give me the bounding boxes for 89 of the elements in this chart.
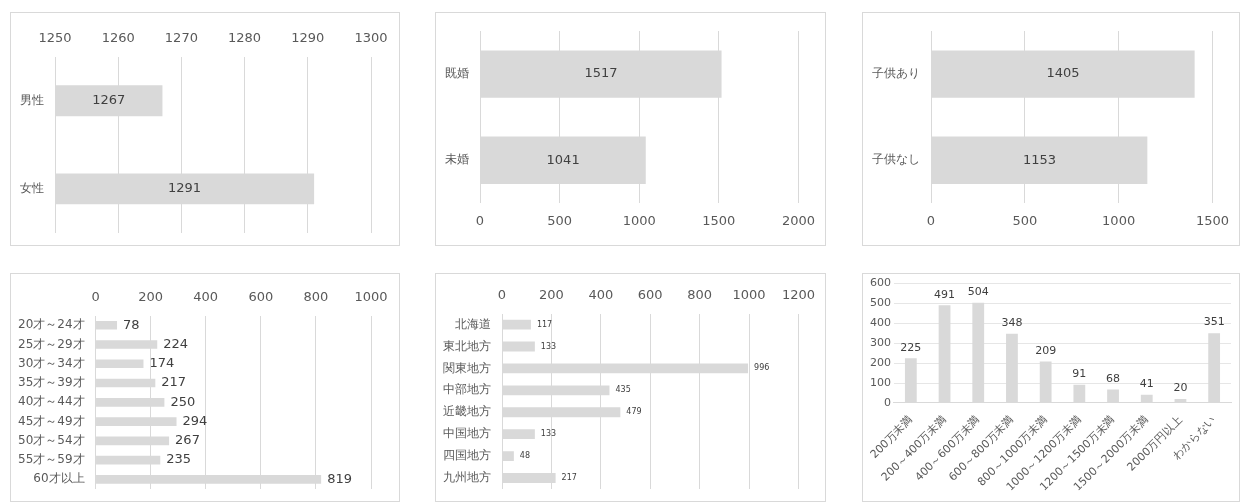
- data-label: 250: [170, 393, 196, 409]
- data-label: 491: [934, 287, 956, 301]
- data-label: 224: [163, 335, 189, 351]
- data-label: 1267: [92, 92, 126, 108]
- data-label: 217: [561, 473, 577, 483]
- y-tick-label: 中国地方: [443, 426, 491, 441]
- x-tick-label: 2000: [781, 212, 815, 228]
- y-tick-label: 中部地方: [443, 382, 491, 397]
- y-tick-label: 20才～24才: [17, 317, 85, 332]
- x-tick-label: 1250: [38, 30, 72, 46]
- x-tick-label: 200: [138, 289, 164, 305]
- data-label: 1153: [1022, 151, 1056, 167]
- x-tick-label: 1000: [622, 212, 656, 228]
- y-tick-label: 北海道: [455, 316, 491, 331]
- data-label: 348: [1001, 316, 1023, 330]
- data-label: 819: [327, 470, 352, 486]
- x-tick-label: 1280: [228, 30, 262, 46]
- y-tick-label: 女性: [20, 181, 44, 196]
- x-tick-label: 200: [539, 287, 564, 303]
- y-tick-label: 40才～44才: [17, 394, 85, 409]
- x-tick-label: 0: [91, 289, 100, 305]
- y-tick-label: 100: [870, 375, 891, 389]
- data-label: 174: [149, 355, 175, 371]
- x-tick-label: 500: [547, 212, 573, 228]
- data-label: 20: [1173, 381, 1188, 395]
- x-tick-label: 800: [303, 289, 329, 305]
- data-label: 225: [900, 340, 922, 354]
- data-label: 68: [1106, 371, 1121, 385]
- y-tick-label: 男性: [20, 92, 44, 107]
- data-label: 1405: [1046, 65, 1080, 81]
- data-label: 1517: [584, 65, 618, 81]
- x-tick-label: 0: [926, 212, 936, 228]
- y-tick-label: 25才～29才: [17, 336, 85, 351]
- x-tick-label: 1000: [354, 289, 388, 305]
- y-tick-label: 未婚: [445, 152, 469, 167]
- y-tick-label: 300: [870, 336, 891, 350]
- y-tick-label: 50才～54才: [17, 432, 85, 447]
- x-tick-label: 1200: [781, 287, 815, 303]
- data-label: 267: [175, 432, 200, 448]
- data-label: 41: [1139, 377, 1154, 391]
- data-label: 117: [536, 319, 553, 329]
- data-label: 91: [1072, 367, 1087, 381]
- x-tick-label: 600: [248, 289, 274, 305]
- y-tick-label: 子供あり: [872, 66, 920, 81]
- x-tick-label: 500: [1012, 212, 1038, 228]
- data-label: 1291: [168, 180, 202, 196]
- data-label: 504: [967, 285, 989, 299]
- x-tick-label: 1260: [101, 30, 135, 46]
- x-tick-label: 400: [193, 289, 219, 305]
- data-label: 294: [182, 412, 208, 428]
- x-tick-label: 800: [687, 287, 713, 303]
- data-label: 209: [1035, 343, 1057, 357]
- y-tick-label: 子供なし: [872, 152, 920, 167]
- y-tick-label: 四国地方: [443, 448, 491, 463]
- y-tick-label: 400: [870, 316, 891, 330]
- y-tick-label: 35才～39才: [17, 375, 85, 390]
- x-tick-label: 1500: [1195, 212, 1229, 228]
- x-tick-label: 1270: [164, 30, 198, 46]
- data-label: 48: [519, 451, 531, 461]
- x-tick-label: 600: [637, 287, 663, 303]
- data-label: 479: [626, 407, 642, 417]
- y-tick-label: 60才以上: [33, 471, 85, 486]
- y-tick-label: 0: [884, 395, 891, 409]
- y-tick-label: 600: [870, 276, 891, 290]
- data-label: 996: [754, 363, 770, 373]
- x-tick-label: 1300: [354, 30, 388, 46]
- data-label: 235: [166, 451, 192, 467]
- data-label: 133: [540, 341, 557, 351]
- data-label: 78: [123, 316, 140, 332]
- x-tick-label: 400: [588, 287, 614, 303]
- y-tick-label: 30才～34才: [17, 355, 85, 370]
- x-tick-label: 1000: [732, 287, 766, 303]
- data-label: 351: [1203, 315, 1225, 329]
- x-tick-label: 0: [497, 287, 507, 303]
- y-tick-label: 200: [870, 356, 891, 370]
- y-tick-label: 近畿地方: [443, 404, 491, 419]
- x-tick-label: 1000: [1102, 212, 1136, 228]
- y-tick-label: 既婚: [445, 66, 469, 81]
- data-label: 217: [161, 374, 187, 390]
- y-tick-label: 55才～59才: [17, 452, 85, 467]
- y-tick-label: 45才～49才: [17, 413, 85, 428]
- x-tick-label: 1290: [291, 30, 325, 46]
- data-label: 133: [540, 429, 557, 439]
- data-label: 1041: [546, 151, 580, 167]
- y-tick-label: 東北地方: [443, 338, 491, 353]
- y-tick-label: 関東地方: [443, 360, 491, 375]
- x-tick-label: 1500: [702, 212, 736, 228]
- data-label: 435: [615, 385, 631, 395]
- y-tick-label: 九州地方: [443, 470, 491, 485]
